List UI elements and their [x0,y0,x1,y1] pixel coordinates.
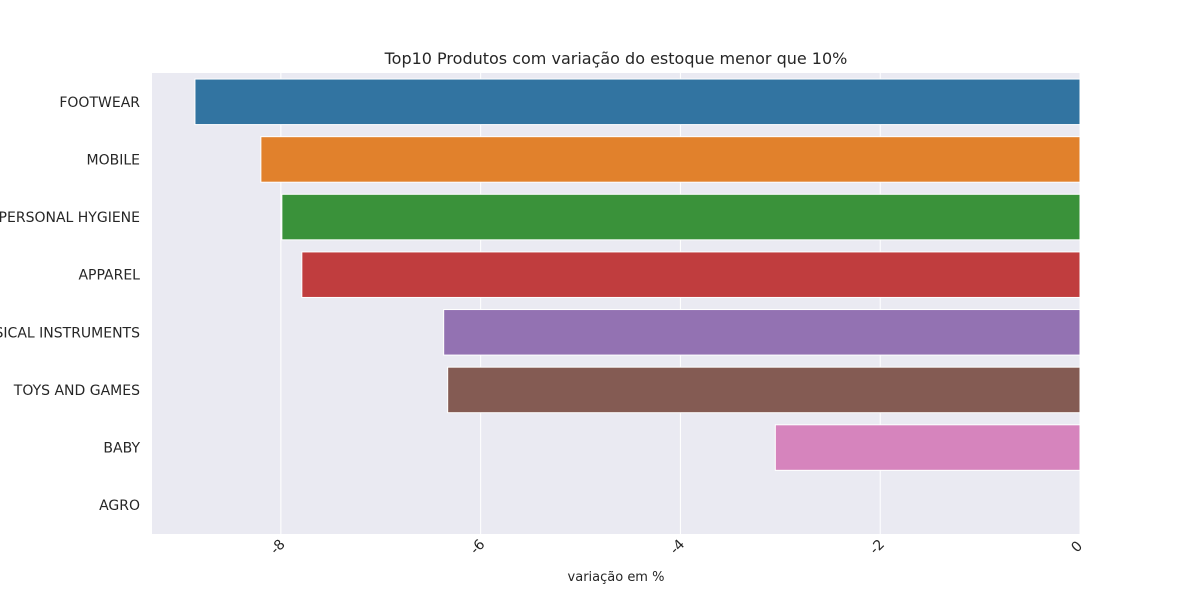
x-axis-title: variação em % [568,570,665,585]
y-tick-label: TOYS AND GAMES [13,383,140,399]
x-tick-label: -2 [867,537,888,558]
y-tick-label: MUSICAL INSTRUMENTS [0,325,140,341]
bar-personal-hygiene [281,193,1081,241]
x-tick-label: -6 [467,537,488,558]
bar-musical-instruments [443,309,1081,356]
y-tick-label: BABY [103,441,140,457]
bar-footwear [194,78,1081,126]
y-tick-label: APPAREL [78,268,140,284]
y-tick-label: PERSONAL HYGIENE [0,210,140,226]
bar-baby [774,424,1081,471]
x-tick-labels: -8 -6 -4 -2 0 [267,537,1086,558]
bar-toys-and-games [447,366,1081,414]
x-tick-label: -8 [267,537,288,558]
bar-mobile [260,136,1081,183]
y-tick-labels: FOOTWEAR MOBILE PERSONAL HYGIENE APPAREL MUS… [0,95,140,514]
y-tick-label: FOOTWEAR [59,95,140,111]
y-tick-label: MOBILE [87,152,140,168]
bar-apparel [301,251,1081,298]
bars [194,78,1081,471]
y-tick-label: AGRO [99,498,140,514]
x-tick-label: -4 [667,537,688,558]
chart-title: Top10 Produtos com variação do estoque m… [384,49,848,68]
x-tick-label: 0 [1068,538,1086,556]
